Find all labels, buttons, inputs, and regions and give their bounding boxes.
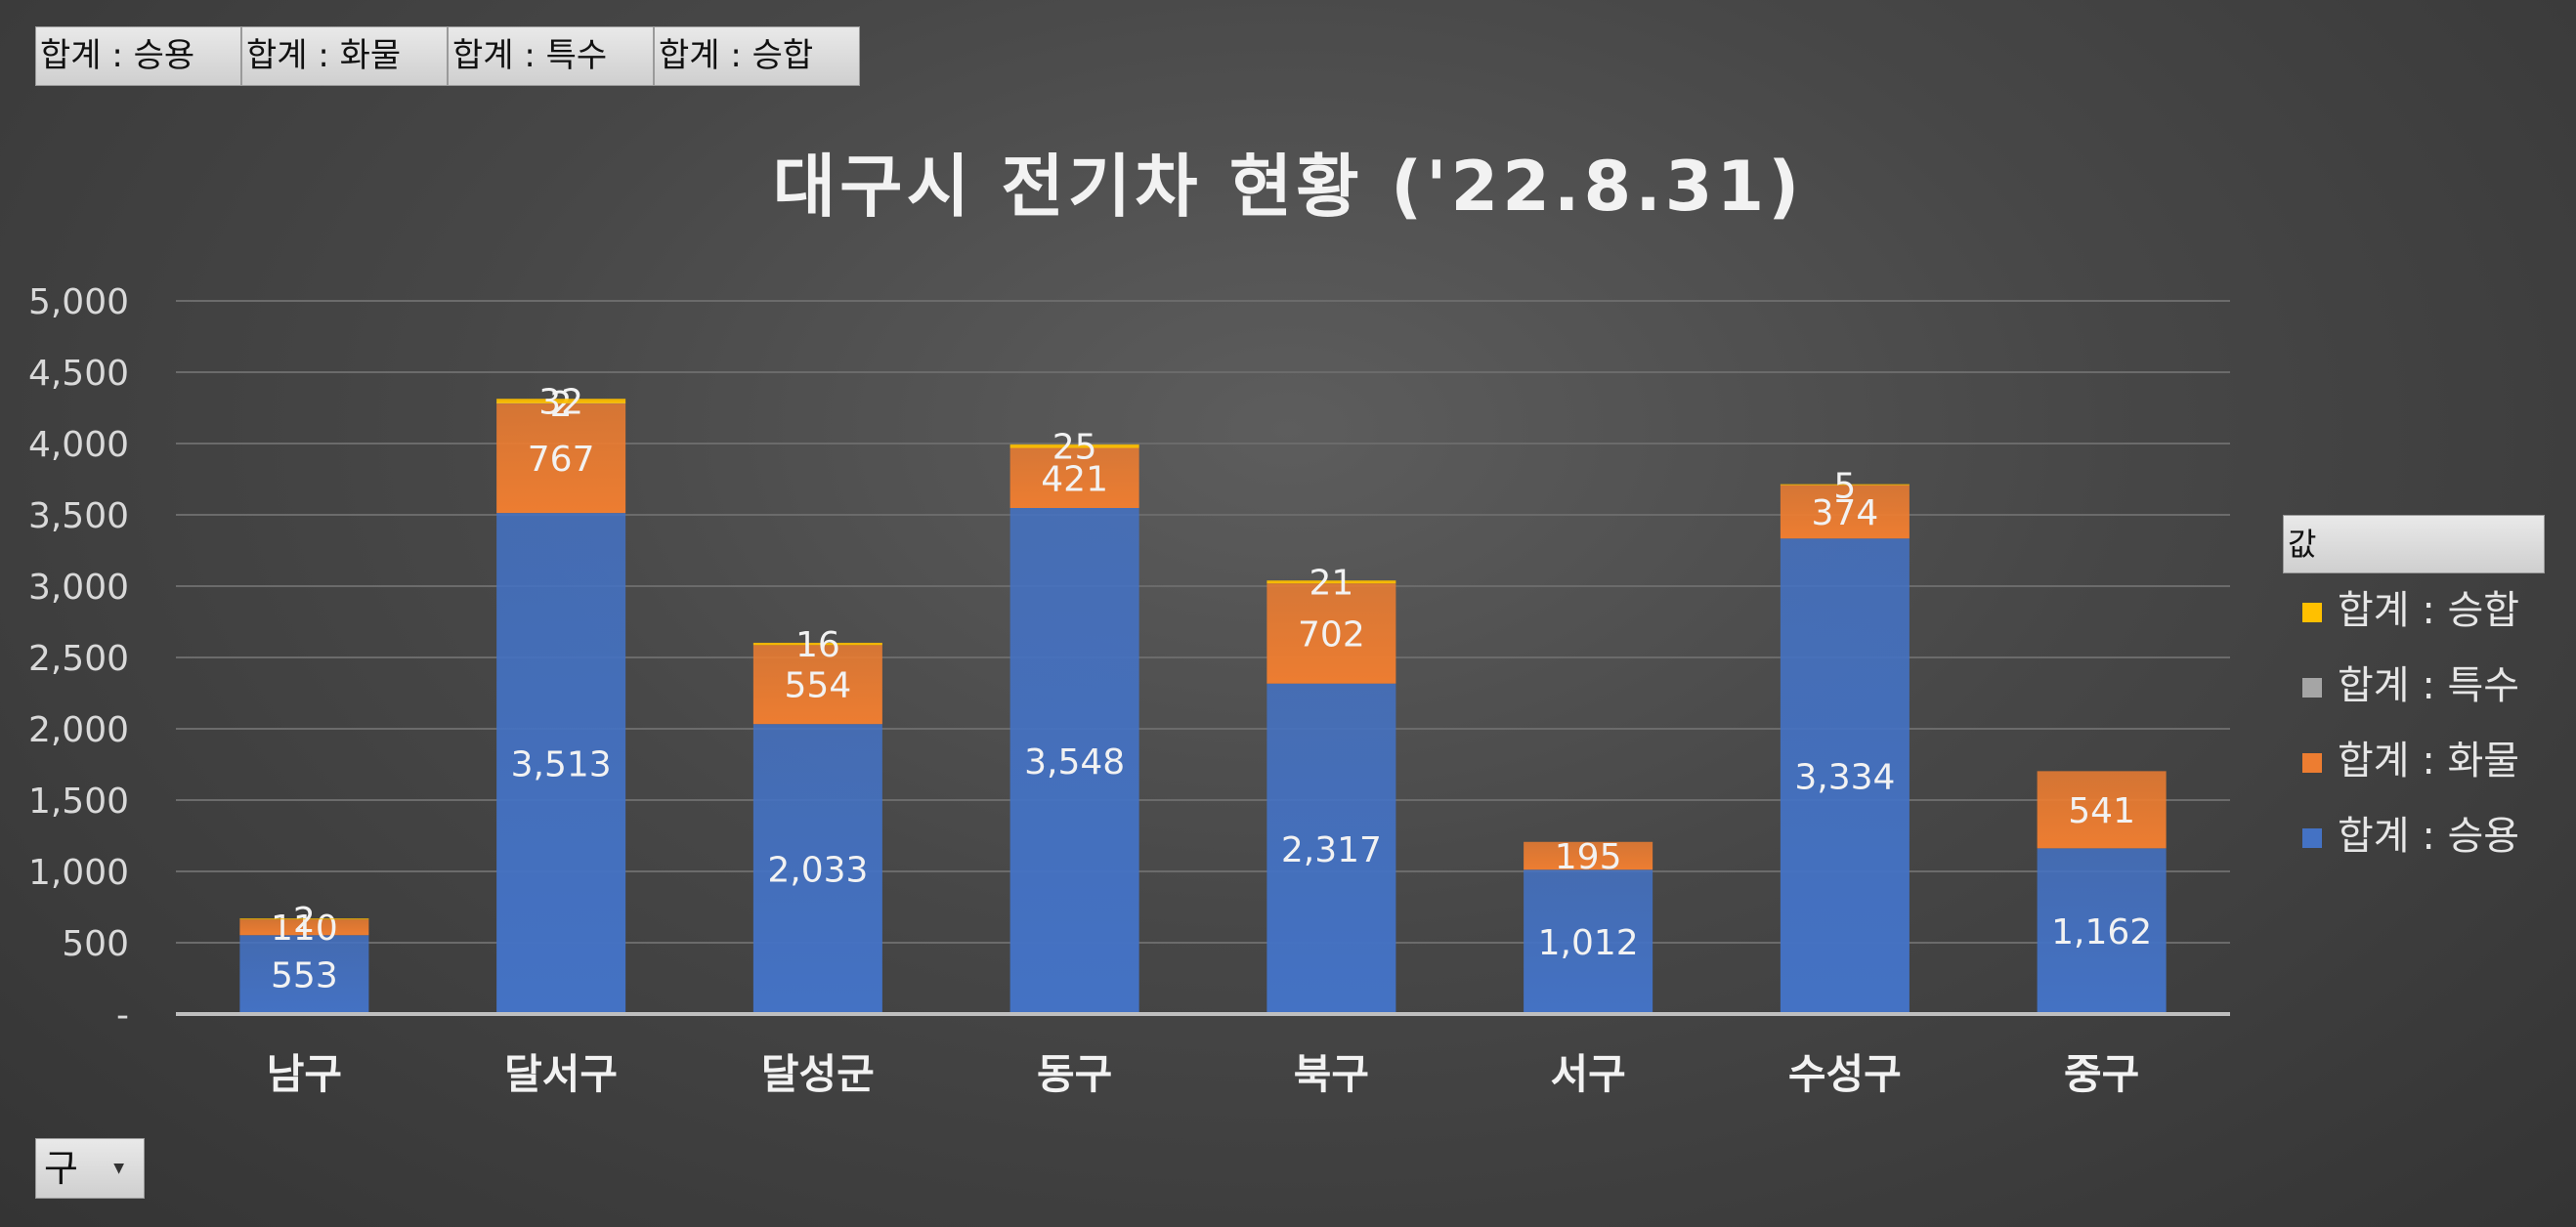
data-label: 3,334 bbox=[1794, 758, 1895, 798]
data-label: 553 bbox=[271, 956, 338, 996]
bar-segment bbox=[1267, 583, 1396, 684]
legend-label-cargo: 합계 : 화물 bbox=[2338, 739, 2520, 783]
data-label: 702 bbox=[1298, 614, 1365, 655]
bar-segment bbox=[1009, 447, 1139, 508]
legend-label-special: 합계 : 특수 bbox=[2338, 663, 2520, 708]
legend-swatch-van bbox=[2302, 603, 2322, 622]
district-filter-label: 구 bbox=[44, 1147, 78, 1190]
y-tick-label: 2,500 bbox=[28, 639, 129, 679]
data-label: 195 bbox=[1555, 837, 1622, 877]
legend-item-cargo[interactable]: 합계 : 화물 bbox=[2283, 724, 2545, 799]
y-tick-label: 500 bbox=[62, 924, 129, 964]
y-tick-label: 1,500 bbox=[28, 782, 129, 822]
x-tick-label: 서구 bbox=[1550, 1050, 1625, 1098]
data-label: 2 bbox=[550, 385, 573, 425]
district-filter-button[interactable]: 구 ▼ bbox=[35, 1138, 145, 1199]
legend-item-special[interactable]: 합계 : 특수 bbox=[2283, 649, 2545, 724]
field-button-cargo[interactable]: 합계 : 화물 bbox=[241, 26, 448, 86]
bar-segment bbox=[2037, 848, 2167, 1014]
x-tick-label: 중구 bbox=[2064, 1050, 2139, 1098]
data-label: 2 bbox=[293, 901, 316, 941]
bar-segment bbox=[239, 935, 369, 1014]
y-tick-label: 1,000 bbox=[28, 853, 129, 893]
data-label: 25 bbox=[1052, 428, 1097, 468]
data-label: 421 bbox=[1041, 459, 1108, 499]
data-label: 1,012 bbox=[1538, 923, 1639, 963]
bar-segment bbox=[239, 918, 369, 920]
legend-label-passenger: 합계 : 승용 bbox=[2338, 814, 2520, 859]
legend-swatch-passenger bbox=[2302, 828, 2322, 848]
data-label: 5 bbox=[1833, 466, 1856, 506]
bar-segment bbox=[2037, 771, 2167, 849]
y-tick-label: 2,000 bbox=[28, 710, 129, 750]
y-tick-label: 3,500 bbox=[28, 496, 129, 536]
x-tick-label: 달성군 bbox=[761, 1050, 875, 1098]
bar-segment bbox=[496, 399, 626, 403]
legend-item-passenger[interactable]: 합계 : 승용 bbox=[2283, 799, 2545, 874]
y-tick-label: 4,500 bbox=[28, 354, 129, 394]
field-button-special[interactable]: 합계 : 특수 bbox=[448, 26, 654, 86]
legend-label-van: 합계 : 승합 bbox=[2338, 588, 2520, 633]
data-label: 767 bbox=[528, 440, 595, 480]
y-tick-label: 3,000 bbox=[28, 568, 129, 608]
y-tick-label: - bbox=[116, 995, 129, 1036]
y-tick-label: 4,000 bbox=[28, 425, 129, 465]
data-label: 16 bbox=[795, 625, 840, 665]
legend-item-van[interactable]: 합계 : 승합 bbox=[2283, 573, 2545, 649]
data-label: 554 bbox=[785, 666, 852, 706]
data-label: 2,033 bbox=[767, 851, 868, 891]
field-button-bar: 합계 : 승용 합계 : 화물 합계 : 특수 합계 : 승합 bbox=[35, 26, 860, 86]
bar-segment bbox=[752, 724, 882, 1014]
bar-segment bbox=[1009, 507, 1139, 1014]
x-tick-label: 동구 bbox=[1037, 1050, 1112, 1098]
x-tick-label: 수성구 bbox=[1788, 1050, 1902, 1098]
x-tick-label: 북구 bbox=[1294, 1050, 1369, 1098]
data-label: 2,317 bbox=[1281, 830, 1382, 870]
bar-segment bbox=[1524, 841, 1653, 870]
bar-segment bbox=[1267, 580, 1396, 584]
legend-header[interactable]: 값 bbox=[2283, 515, 2545, 573]
data-label: 1,162 bbox=[2051, 912, 2152, 952]
bar-segment bbox=[752, 642, 882, 646]
bar-segment bbox=[1009, 444, 1139, 448]
data-label: 110 bbox=[271, 909, 338, 949]
legend: 값 합계 : 승합 합계 : 특수 합계 : 화물 합계 : 승용 bbox=[2283, 515, 2545, 874]
legend-swatch-cargo bbox=[2302, 753, 2322, 773]
bar-segment bbox=[496, 513, 626, 1014]
x-tick-label: 달서구 bbox=[504, 1050, 618, 1098]
dropdown-arrow-icon: ▼ bbox=[113, 1161, 124, 1176]
data-label: 32 bbox=[538, 382, 583, 422]
field-button-passenger[interactable]: 합계 : 승용 bbox=[35, 26, 241, 86]
bar-segment bbox=[1267, 683, 1396, 1014]
bar-segment bbox=[752, 645, 882, 725]
bar-segment bbox=[1524, 869, 1653, 1014]
data-label: 21 bbox=[1309, 564, 1353, 604]
data-label: 3,548 bbox=[1024, 742, 1125, 783]
field-button-van[interactable]: 합계 : 승합 bbox=[654, 26, 860, 86]
bar-segment bbox=[1780, 485, 1910, 539]
bar-segment bbox=[239, 919, 369, 936]
data-label: 374 bbox=[1812, 493, 1879, 533]
x-tick-label: 남구 bbox=[267, 1050, 342, 1098]
legend-swatch-special bbox=[2302, 678, 2322, 698]
bar-segment bbox=[496, 403, 626, 514]
bar-segment bbox=[1780, 484, 1910, 486]
data-label: 541 bbox=[2068, 791, 2135, 831]
bar-segment bbox=[1780, 538, 1910, 1014]
chart-title: 대구시 전기차 현황 ('22.8.31) bbox=[773, 147, 1803, 227]
data-label: 3,513 bbox=[511, 745, 612, 785]
y-tick-label: 5,000 bbox=[28, 282, 129, 322]
